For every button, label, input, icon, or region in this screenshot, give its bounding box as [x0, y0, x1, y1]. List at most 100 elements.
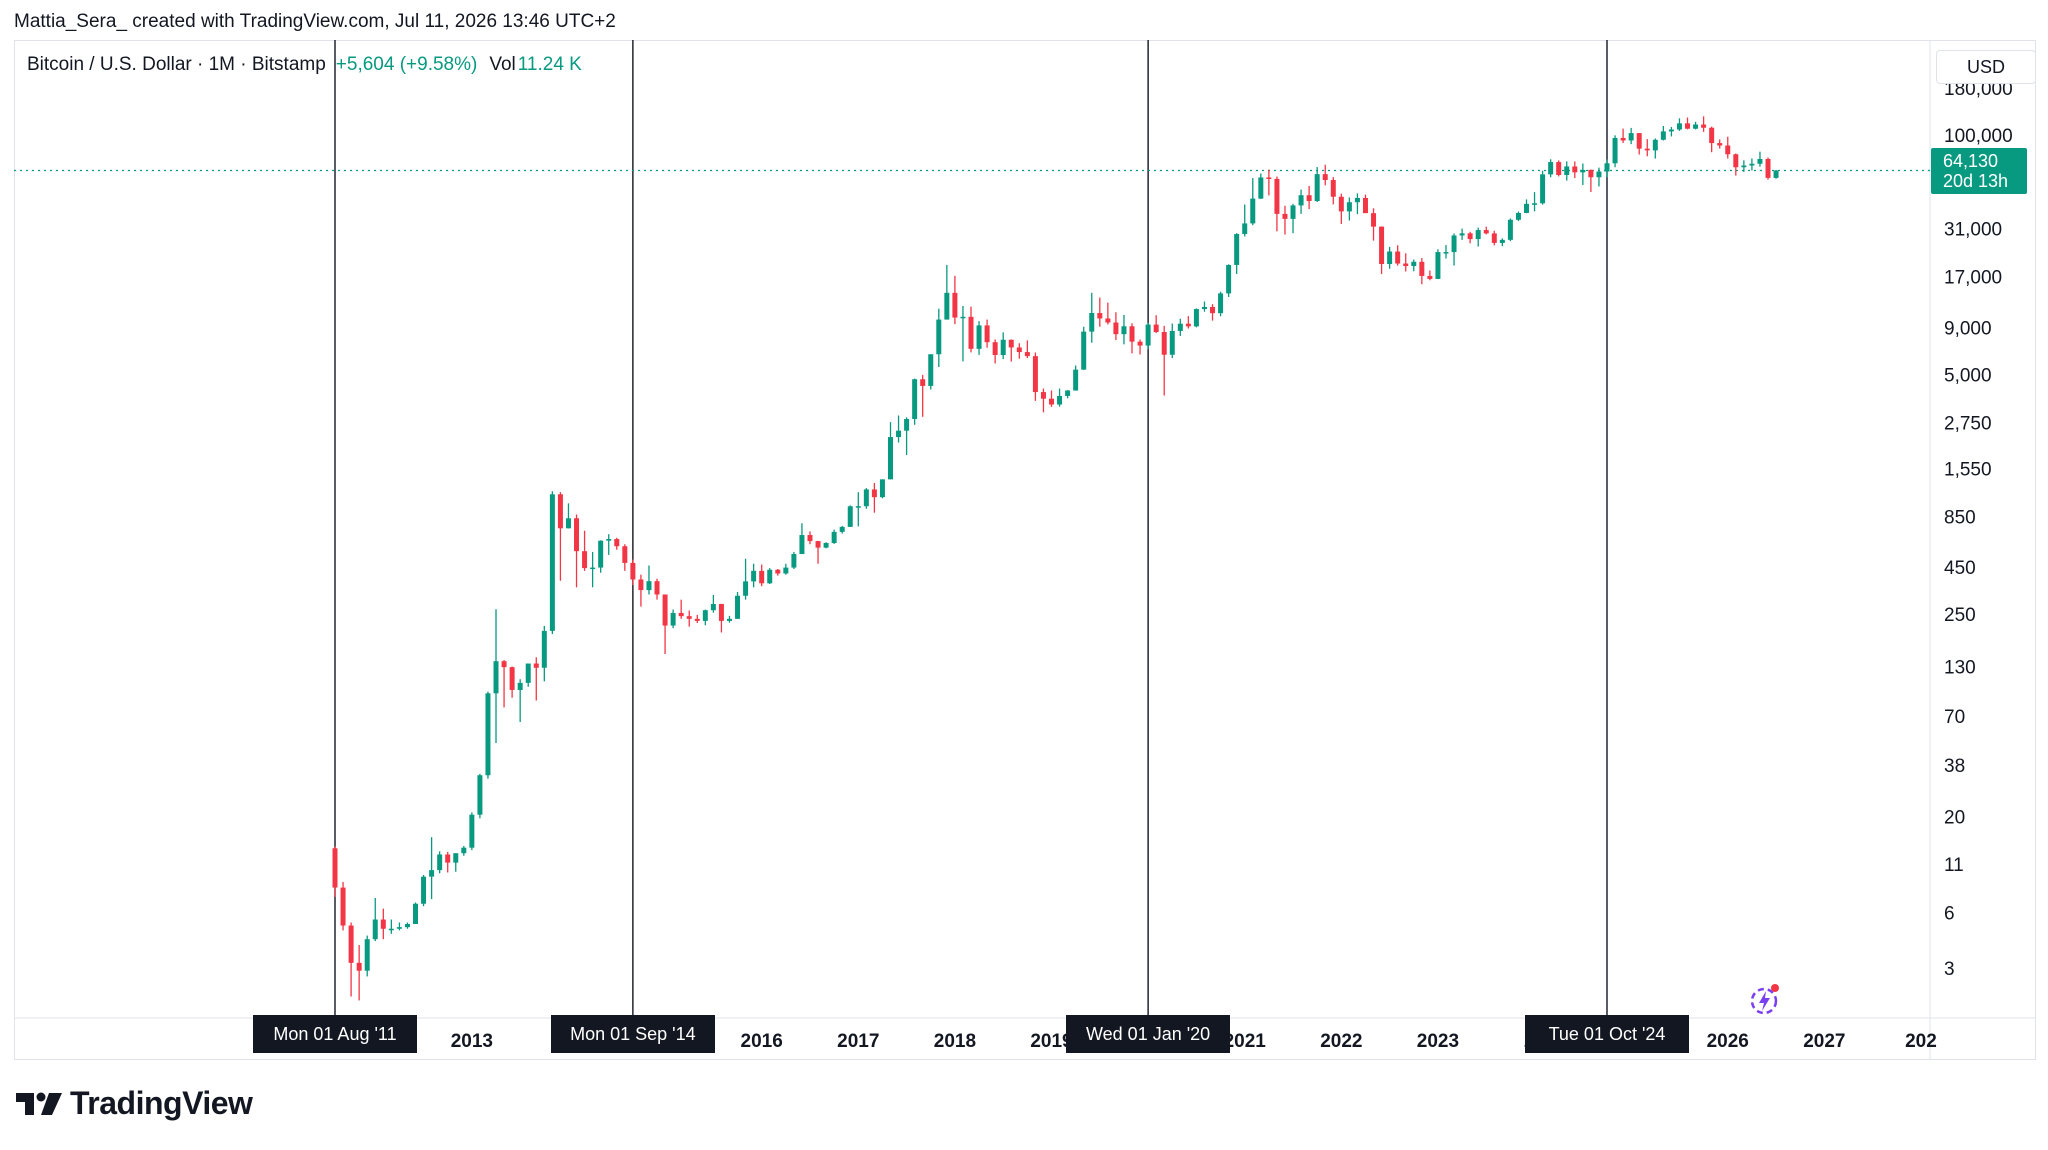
candle: [1000, 332, 1006, 360]
candle-body: [348, 925, 354, 963]
candle: [1137, 339, 1143, 355]
candle: [1314, 167, 1320, 202]
symbol-legend: Bitcoin / U.S. Dollar · 1M · Bitstamp +5…: [27, 54, 582, 76]
y-tick-label: 250: [1944, 605, 1976, 626]
candle-body: [1395, 251, 1401, 264]
candle: [404, 922, 410, 929]
candle-body: [1032, 356, 1038, 393]
candle-body: [686, 616, 692, 619]
candle: [1556, 160, 1562, 177]
candle-body: [823, 543, 829, 548]
currency-button[interactable]: USD: [1936, 50, 2036, 84]
candle-body: [1685, 123, 1691, 129]
x-tick-label: 2027: [1803, 1031, 1845, 1052]
candle: [783, 563, 789, 575]
candle: [710, 594, 716, 613]
candle: [896, 415, 902, 443]
candle: [1499, 238, 1505, 247]
candle-body: [912, 379, 918, 420]
candle: [1274, 176, 1280, 232]
candle: [1218, 291, 1224, 317]
candle-body: [614, 539, 620, 547]
candle-body: [968, 316, 974, 349]
x-tick-label: 2018: [934, 1031, 976, 1052]
candle-body: [1282, 213, 1288, 219]
chart-frame[interactable]: [14, 40, 2036, 1060]
candle-body: [1459, 233, 1465, 236]
candle: [332, 846, 338, 897]
candle-body: [1145, 324, 1151, 346]
x-tick-label: 2021: [1224, 1031, 1267, 1052]
candle-body: [453, 853, 459, 863]
candle: [1379, 226, 1385, 274]
candle: [565, 503, 571, 529]
candle: [871, 482, 877, 513]
tradingview-logo[interactable]: TradingView: [16, 1085, 253, 1122]
candle: [461, 845, 467, 856]
candle: [904, 417, 910, 456]
candle: [1266, 169, 1272, 196]
candle-body: [1274, 178, 1280, 214]
candle: [1612, 135, 1618, 168]
candle: [598, 540, 604, 573]
candle-body: [388, 928, 394, 931]
candle: [1129, 323, 1135, 354]
candle: [1032, 352, 1038, 401]
candle: [622, 544, 628, 571]
candle: [944, 264, 950, 320]
candle-body: [759, 570, 765, 584]
candle: [646, 565, 652, 595]
candle-body: [718, 604, 724, 621]
candle: [501, 660, 507, 708]
price-change: +5,604 (+9.58%): [335, 54, 478, 75]
candle: [1177, 318, 1183, 336]
candle-body: [517, 682, 523, 690]
candle: [823, 542, 829, 549]
candle-body: [783, 567, 789, 574]
x-tick-label: 2017: [837, 1031, 879, 1052]
candle-body: [1306, 195, 1312, 201]
candle-body: [1741, 165, 1747, 168]
candle-body: [477, 775, 483, 815]
candle: [437, 851, 443, 874]
candle: [549, 491, 555, 635]
candle-body: [1709, 127, 1715, 144]
candle-body: [1040, 392, 1046, 399]
candle: [1636, 133, 1642, 155]
candle-body: [1668, 129, 1674, 132]
candle: [1451, 233, 1457, 266]
candle-body: [638, 579, 644, 591]
candle: [759, 564, 765, 587]
candle: [1081, 326, 1087, 370]
candle: [767, 568, 773, 584]
candle: [525, 663, 531, 687]
candle-body: [702, 610, 708, 621]
candle-body: [1097, 313, 1103, 319]
candle-body: [1057, 395, 1063, 405]
candle-body: [936, 319, 942, 355]
y-tick-label: 11: [1944, 855, 1964, 876]
candle: [1234, 233, 1240, 274]
symbol-title[interactable]: Bitcoin / U.S. Dollar · 1M · Bitstamp: [27, 54, 326, 75]
candle-body: [1717, 143, 1723, 146]
candle-body: [1540, 174, 1546, 204]
candle: [879, 479, 885, 499]
candle: [1226, 264, 1232, 297]
candle-body: [340, 887, 346, 926]
candle-body: [670, 612, 676, 626]
candle-body: [1185, 323, 1191, 327]
y-tick-label: 70: [1944, 707, 1965, 728]
candle-body: [1733, 154, 1739, 168]
candle: [1467, 231, 1473, 244]
candle: [1532, 192, 1538, 212]
candle: [1395, 245, 1401, 266]
candle: [574, 514, 580, 588]
candle: [1330, 177, 1336, 205]
candle: [1065, 390, 1071, 399]
lightning-sparkle-icon[interactable]: [1748, 982, 1782, 1016]
candle: [1145, 322, 1151, 350]
candle: [1572, 161, 1578, 179]
candle-body: [1483, 230, 1489, 234]
candle-body: [1419, 261, 1425, 276]
